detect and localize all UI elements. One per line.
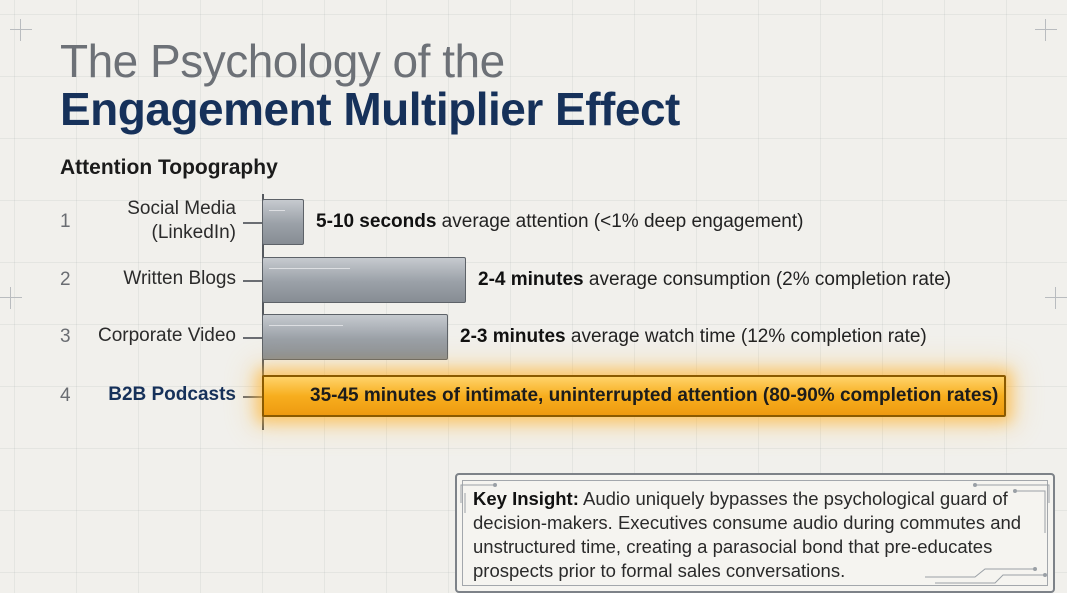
data-label-value: 2-4 minutes (478, 269, 584, 290)
data-label: 5-10 seconds average attention (<1% deep… (316, 210, 803, 234)
data-label-text: 35-45 minutes of intimate, uninterrupted… (310, 385, 999, 406)
axis-tick (243, 337, 263, 339)
category-label: Social Media (LinkedIn) (46, 197, 236, 245)
category-label-line: Written Blogs (123, 268, 236, 289)
rank-number: 4 (60, 385, 71, 406)
key-insight-body: Audio uniquely bypasses the psychologica… (473, 488, 1022, 581)
data-label-text: average watch time (12% completion rate) (565, 326, 927, 347)
bar (262, 199, 304, 245)
data-label: 35-45 minutes of intimate, uninterrupted… (310, 384, 998, 408)
bar (262, 314, 448, 360)
data-label-text: average consumption (2% completion rate) (583, 269, 952, 290)
data-label: 2-3 minutes average watch time (12% comp… (460, 325, 927, 349)
crosshair-mid-right (1045, 287, 1067, 309)
key-insight-label: Key Insight: (473, 488, 579, 509)
category-label: B2B Podcasts (46, 383, 236, 407)
category-label-line: (LinkedIn) (151, 222, 237, 243)
category-label-line: B2B Podcasts (108, 384, 236, 405)
category-label-line: Social Media (127, 198, 236, 219)
data-label-value: 5-10 seconds (316, 211, 437, 232)
title-line-2: Engagement Multiplier Effect (60, 83, 680, 135)
chart-axis (262, 194, 264, 430)
bar (262, 375, 1006, 417)
data-label-text: average attention (<1% deep engagement) (436, 211, 804, 232)
axis-tick (243, 280, 263, 282)
rank-number: 3 (60, 326, 71, 347)
axis-tick (243, 396, 263, 398)
corner-crosshair-top-left (10, 19, 32, 41)
title-line-1: The Psychology of the (60, 35, 505, 87)
axis-tick (243, 222, 263, 224)
rank-number: 1 (60, 211, 71, 232)
key-insight-text: Key Insight: Audio uniquely bypasses the… (473, 487, 1038, 583)
corner-crosshair-top-right (1035, 19, 1057, 41)
bar (262, 257, 466, 303)
category-label-line: Corporate Video (97, 325, 236, 346)
key-insight-box: Key Insight: Audio uniquely bypasses the… (455, 473, 1055, 593)
rank-number: 2 (60, 269, 71, 290)
data-label: 2-4 minutes average consumption (2% comp… (478, 268, 951, 292)
data-label-value: 2-3 minutes (460, 326, 566, 347)
chart-subtitle: Attention Topography (60, 156, 278, 179)
category-label: Corporate Video (46, 324, 236, 348)
crosshair-mid-left (0, 287, 22, 309)
category-label: Written Blogs (46, 267, 236, 291)
